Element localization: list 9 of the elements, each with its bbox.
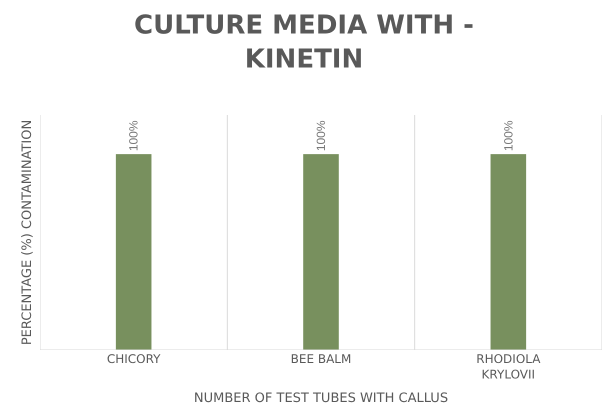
- chart-title: CULTURE MEDIA WITH - KINETIN: [134, 10, 474, 74]
- data-label: 100%: [314, 120, 328, 152]
- x-tick-label: CHICORY: [106, 352, 162, 366]
- data-label: 100%: [126, 120, 141, 152]
- x-axis-title: NUMBER OF TEST TUBES WITH CALLUS: [194, 391, 448, 406]
- y-axis-title: PERCENTAGE (%) CONTAMINATION: [20, 120, 35, 346]
- x-tick-label: BEE BALM: [290, 352, 352, 366]
- x-tick-label: RHODIOLA KRYLOVII: [476, 352, 542, 382]
- data-label: 100%: [501, 120, 516, 152]
